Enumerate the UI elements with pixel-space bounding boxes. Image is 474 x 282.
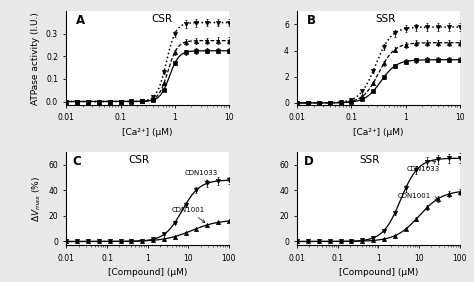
Text: CDN1033: CDN1033 (184, 170, 218, 182)
X-axis label: [Compound] (μM): [Compound] (μM) (339, 268, 418, 277)
Text: CDN1001: CDN1001 (398, 193, 438, 199)
Text: D: D (304, 155, 313, 168)
Text: SSR: SSR (359, 155, 379, 164)
Y-axis label: ATPase activity (I.U.): ATPase activity (I.U.) (31, 12, 40, 105)
Text: SSR: SSR (375, 14, 396, 24)
Text: CDN1001: CDN1001 (172, 207, 205, 222)
Text: CDN1033: CDN1033 (407, 161, 440, 172)
X-axis label: [Ca²⁺] (μM): [Ca²⁺] (μM) (353, 128, 404, 137)
Y-axis label: $\Delta V_{max}$ (%): $\Delta V_{max}$ (%) (30, 176, 43, 221)
X-axis label: [Ca²⁺] (μM): [Ca²⁺] (μM) (122, 128, 173, 137)
Text: C: C (73, 155, 82, 168)
Text: B: B (307, 14, 316, 27)
Text: CSR: CSR (151, 14, 172, 24)
X-axis label: [Compound] (μM): [Compound] (μM) (108, 268, 187, 277)
Text: A: A (76, 14, 85, 27)
Text: CSR: CSR (128, 155, 149, 164)
